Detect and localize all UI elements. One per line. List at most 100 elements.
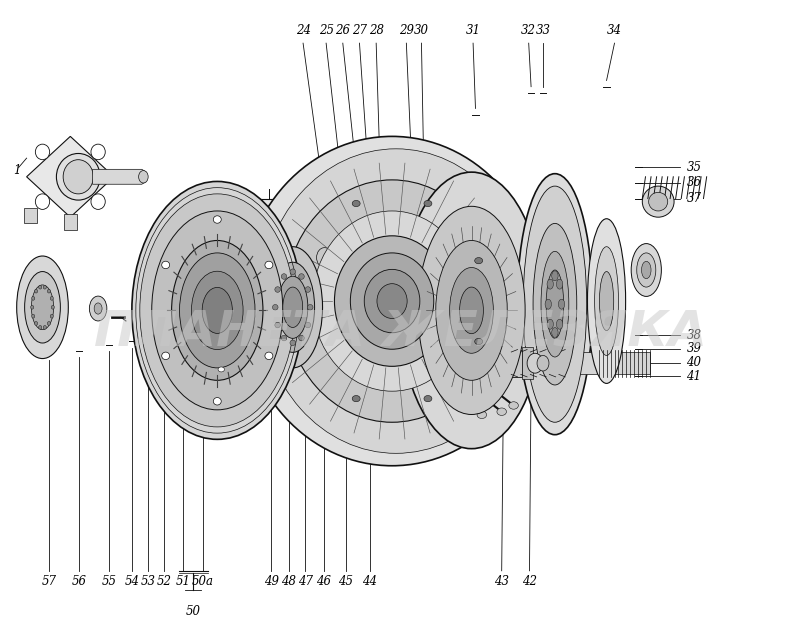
Text: 24: 24 <box>295 24 310 37</box>
Ellipse shape <box>546 270 564 339</box>
Ellipse shape <box>47 322 50 325</box>
Ellipse shape <box>305 287 310 292</box>
Ellipse shape <box>424 396 432 402</box>
Text: 36: 36 <box>686 176 702 189</box>
Ellipse shape <box>436 241 507 381</box>
Text: 44: 44 <box>362 576 378 589</box>
Polygon shape <box>26 137 114 217</box>
Ellipse shape <box>138 171 148 183</box>
Ellipse shape <box>91 194 106 209</box>
Text: 39: 39 <box>686 342 702 356</box>
Ellipse shape <box>587 219 626 384</box>
Ellipse shape <box>358 356 370 371</box>
Ellipse shape <box>51 305 54 309</box>
Ellipse shape <box>354 350 374 376</box>
Ellipse shape <box>642 186 674 217</box>
Text: 32: 32 <box>522 24 536 37</box>
Text: 51: 51 <box>176 576 190 589</box>
Ellipse shape <box>377 283 407 319</box>
Ellipse shape <box>132 181 302 440</box>
Ellipse shape <box>32 314 34 318</box>
Text: 30: 30 <box>414 24 429 37</box>
Ellipse shape <box>50 297 54 300</box>
Ellipse shape <box>298 335 304 341</box>
Ellipse shape <box>202 287 232 334</box>
Text: 34: 34 <box>607 24 622 37</box>
Ellipse shape <box>352 201 360 207</box>
Ellipse shape <box>497 408 506 416</box>
Ellipse shape <box>637 253 656 287</box>
Ellipse shape <box>523 186 586 422</box>
Polygon shape <box>507 352 650 374</box>
Ellipse shape <box>545 299 551 309</box>
Ellipse shape <box>298 274 304 279</box>
Text: 25: 25 <box>318 24 334 37</box>
Ellipse shape <box>275 287 280 292</box>
Ellipse shape <box>273 305 278 310</box>
Ellipse shape <box>466 354 486 379</box>
Ellipse shape <box>290 269 295 275</box>
Ellipse shape <box>282 335 286 341</box>
Ellipse shape <box>537 356 549 371</box>
Ellipse shape <box>34 322 38 325</box>
Ellipse shape <box>17 256 68 359</box>
Ellipse shape <box>283 287 302 327</box>
Ellipse shape <box>35 194 50 209</box>
Ellipse shape <box>350 253 434 349</box>
Ellipse shape <box>43 285 46 289</box>
Polygon shape <box>321 270 511 413</box>
Text: 42: 42 <box>522 576 537 589</box>
Ellipse shape <box>162 261 170 269</box>
Ellipse shape <box>179 253 255 368</box>
Bar <box>24 208 37 223</box>
Ellipse shape <box>364 270 420 333</box>
Ellipse shape <box>302 339 310 345</box>
Ellipse shape <box>261 149 531 453</box>
Bar <box>237 199 368 342</box>
Text: 46: 46 <box>316 576 331 589</box>
Text: 33: 33 <box>535 24 550 37</box>
Ellipse shape <box>649 192 668 211</box>
Ellipse shape <box>91 144 106 160</box>
Ellipse shape <box>334 236 450 366</box>
Ellipse shape <box>459 287 483 334</box>
Ellipse shape <box>282 274 286 279</box>
Text: 50: 50 <box>186 605 201 618</box>
Ellipse shape <box>30 305 34 309</box>
Ellipse shape <box>302 258 310 264</box>
Ellipse shape <box>38 325 42 329</box>
Ellipse shape <box>140 194 294 427</box>
Ellipse shape <box>47 289 50 293</box>
Ellipse shape <box>265 245 276 258</box>
Ellipse shape <box>307 305 313 310</box>
Text: 45: 45 <box>338 576 354 589</box>
Ellipse shape <box>450 268 494 353</box>
Text: 37: 37 <box>686 192 702 205</box>
Ellipse shape <box>290 340 295 345</box>
Ellipse shape <box>400 172 543 449</box>
Text: 26: 26 <box>335 24 350 37</box>
Ellipse shape <box>474 258 482 264</box>
Ellipse shape <box>594 246 618 356</box>
Ellipse shape <box>265 352 273 359</box>
Ellipse shape <box>552 271 558 281</box>
Ellipse shape <box>271 262 314 352</box>
Ellipse shape <box>265 261 273 269</box>
Ellipse shape <box>477 411 486 419</box>
Ellipse shape <box>631 243 662 297</box>
Ellipse shape <box>599 271 614 330</box>
Text: 50a: 50a <box>192 576 214 589</box>
Ellipse shape <box>152 211 283 410</box>
Text: 47: 47 <box>298 576 313 589</box>
Ellipse shape <box>90 296 107 321</box>
Ellipse shape <box>390 360 410 385</box>
Bar <box>507 349 522 377</box>
Ellipse shape <box>214 398 222 405</box>
Text: 57: 57 <box>42 576 56 589</box>
Ellipse shape <box>32 297 34 300</box>
Ellipse shape <box>63 160 94 194</box>
Ellipse shape <box>317 248 333 268</box>
Ellipse shape <box>394 365 406 381</box>
Text: 53: 53 <box>141 576 156 589</box>
Ellipse shape <box>254 233 287 270</box>
